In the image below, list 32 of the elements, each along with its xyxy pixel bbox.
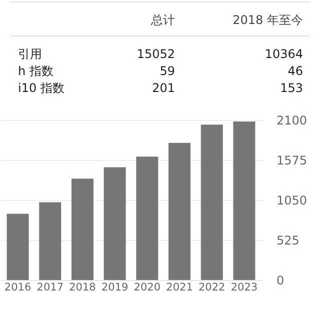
y-tick-label: 2100: [276, 114, 308, 128]
category-label: i10 指数: [18, 81, 64, 95]
x-tick-label: 2021: [166, 282, 193, 294]
data-label: 10364: [264, 47, 303, 61]
data-label: 153: [280, 81, 303, 95]
category-label: h 指数: [18, 64, 54, 78]
x-tick-label: 2019: [101, 282, 128, 294]
text: 2018 年至今: [232, 13, 303, 27]
bar: [71, 178, 94, 280]
bar: [136, 156, 158, 280]
bar: [233, 122, 256, 280]
bar: [6, 214, 29, 280]
y-tick-label: 1575: [276, 154, 308, 168]
text: 总计: [150, 13, 175, 27]
x-tick-label: 2020: [134, 282, 161, 294]
x-tick-label: 2017: [36, 282, 64, 294]
y-tick-label: 0: [276, 274, 284, 288]
data-label: 46: [288, 64, 303, 78]
x-tick-label: 2022: [198, 282, 226, 294]
x-tick-label: 2023: [230, 282, 258, 294]
bar: [200, 124, 223, 280]
bar: [104, 167, 126, 280]
x-tick-label: 2016: [4, 282, 32, 294]
bar: [168, 142, 191, 280]
data-label: 15052: [136, 47, 175, 61]
data-label: 201: [152, 81, 175, 95]
y-tick-label: 1050: [276, 194, 308, 208]
y-tick-label: 525: [276, 234, 300, 248]
category-label: 引用: [18, 47, 42, 61]
bar: [39, 202, 62, 280]
x-tick-label: 2018: [69, 282, 96, 294]
data-label: 59: [160, 64, 175, 78]
